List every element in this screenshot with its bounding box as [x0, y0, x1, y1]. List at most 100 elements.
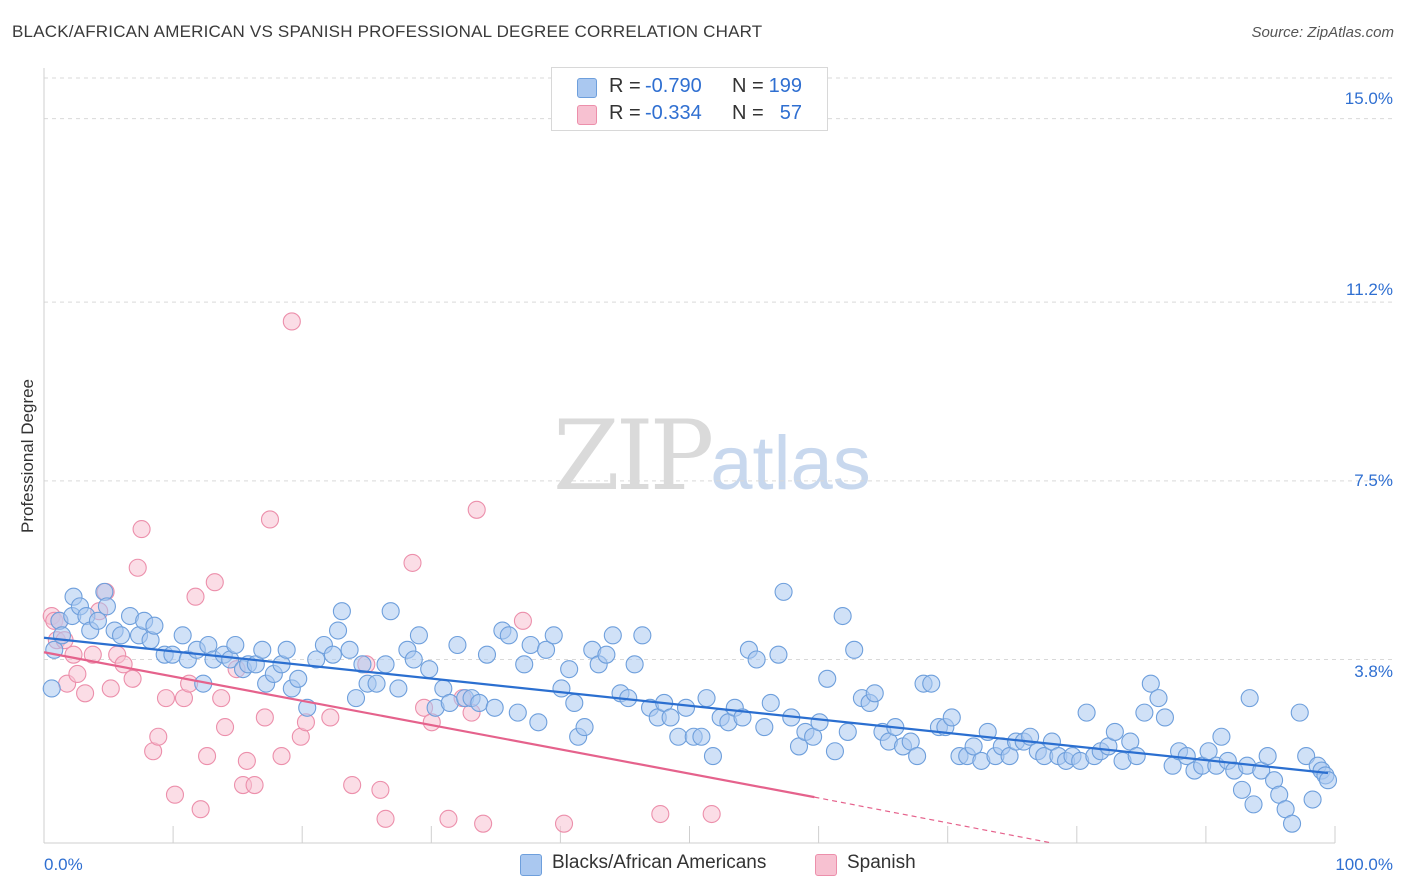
blacks-point-174 — [1244, 795, 1263, 814]
spanish-point-52 — [474, 814, 493, 833]
blacks-point-75 — [552, 679, 571, 698]
blacks-point-18 — [145, 616, 164, 635]
blacks-point-159 — [1141, 674, 1160, 693]
spanish-point-36 — [272, 747, 291, 766]
blacks-point-86 — [625, 655, 644, 674]
spanish-point-16 — [128, 558, 147, 577]
source-label: Source: ZipAtlas.com — [1251, 24, 1394, 41]
blacks-point-74 — [544, 626, 563, 645]
spanish-point-17 — [132, 520, 151, 539]
series-legend: Blacks/African Americans Spanish — [0, 852, 1406, 878]
y-axis-title: Professional Degree — [18, 379, 37, 533]
chart-title: BLACK/AFRICAN AMERICAN VS SPANISH PROFES… — [12, 22, 763, 41]
blacks-point-53 — [389, 679, 408, 698]
spanish-point-40 — [321, 708, 340, 727]
spanish-point-24 — [186, 587, 205, 606]
blacks-point-150 — [1077, 703, 1096, 722]
blacks-point-11 — [97, 597, 116, 616]
blacks-point-134 — [964, 737, 983, 756]
blacks-point-57 — [420, 660, 439, 679]
blacks-point-188 — [1240, 689, 1259, 708]
spanish-point-55 — [651, 804, 670, 824]
blacks-point-97 — [703, 747, 723, 766]
blacks-point-37 — [277, 640, 296, 659]
blacks-point-69 — [508, 703, 527, 722]
blacks-point-9 — [88, 611, 107, 630]
gridlines — [44, 77, 1392, 660]
blacks-point-113 — [818, 669, 837, 688]
y-tick-label-7-5: 7.5% — [1354, 471, 1393, 490]
blacks-point-56 — [409, 626, 428, 645]
x-tick-label-0: 0.0% — [44, 855, 83, 874]
blacks-point-45 — [332, 602, 351, 621]
blacks-point-107 — [774, 582, 793, 601]
spanish-point-28 — [212, 689, 231, 708]
stats-row-spanish: R = -0.334 N = 57 — [552, 101, 827, 127]
legend-swatch-pink — [577, 105, 597, 125]
spanish-point-14 — [114, 655, 133, 674]
blacks-point-176 — [1258, 747, 1277, 766]
r-value: -0.790 — [645, 75, 702, 97]
blacks-point-82 — [597, 645, 616, 664]
blacks-point-164 — [1177, 747, 1196, 766]
spanish-point-7 — [68, 664, 87, 684]
spanish-trend-extension — [814, 796, 1053, 844]
y-tick-label-11-2: 11.2% — [1346, 280, 1393, 299]
blacks-point-106 — [769, 645, 788, 664]
legend-swatch-pink — [815, 854, 837, 876]
blacks-point-96 — [697, 689, 716, 708]
blacks-point-126 — [908, 747, 927, 766]
trend-lines — [43, 636, 1329, 844]
blacks-point-182 — [1297, 747, 1316, 766]
blacks-point-0 — [42, 679, 61, 698]
blacks-point-13 — [111, 626, 131, 645]
blacks-point-158 — [1135, 703, 1154, 722]
watermark: ZIPatlas — [553, 400, 871, 512]
blacks-point-95 — [692, 727, 711, 746]
blacks-point-160 — [1149, 689, 1168, 708]
blacks-point-169 — [1212, 727, 1231, 746]
blacks-point-114 — [825, 742, 844, 761]
x-axis-ticks — [43, 826, 1336, 843]
blacks-point-91 — [661, 708, 680, 727]
blacks-point-157 — [1127, 747, 1146, 766]
spanish-trend-line — [43, 651, 815, 799]
blacks-point-87 — [633, 626, 652, 645]
blacks-point-128 — [922, 674, 941, 693]
stats-row-blacks: R = -0.790 N = 199 — [552, 74, 827, 100]
spanish-point-32 — [237, 751, 256, 770]
blacks-point-73 — [536, 640, 556, 659]
blacks-point-55 — [404, 650, 423, 669]
spanish-point-6 — [64, 645, 83, 664]
blacks-point-39 — [289, 669, 308, 688]
blacks-point-48 — [353, 655, 372, 674]
blacks-trend-line — [43, 636, 1329, 775]
n-label: N = — [732, 102, 764, 124]
spanish-point-43 — [371, 780, 390, 799]
legend-label: Blacks/African Americans — [552, 852, 767, 873]
blacks-point-161 — [1155, 708, 1174, 727]
blacks-point-154 — [1105, 722, 1124, 741]
blacks-point-21 — [173, 626, 192, 645]
blacks-point-64 — [470, 693, 489, 713]
blacks-point-181 — [1290, 703, 1309, 722]
spanish-point-29 — [215, 718, 235, 737]
blacks-point-41 — [307, 650, 326, 669]
blacks-point-44 — [328, 621, 348, 640]
legend-label: Spanish — [847, 852, 916, 873]
legend-swatch-blue — [520, 854, 542, 876]
x-tick-label-100: 100.0% — [1335, 855, 1393, 874]
blacks-point-92 — [669, 727, 688, 746]
spanish-point-54 — [554, 814, 574, 833]
blacks-point-104 — [755, 718, 774, 737]
blacks-point-46 — [340, 640, 359, 659]
blacks-point-68 — [499, 626, 518, 645]
r-value: -0.334 — [645, 102, 702, 124]
spanish-point-15 — [123, 669, 142, 688]
spanish-point-25 — [191, 800, 210, 819]
spanish-point-27 — [205, 573, 224, 592]
spanish-point-21 — [165, 785, 185, 804]
blacks-point-60 — [440, 693, 459, 713]
blacks-point-50 — [367, 674, 386, 693]
blacks-point-93 — [676, 698, 696, 717]
